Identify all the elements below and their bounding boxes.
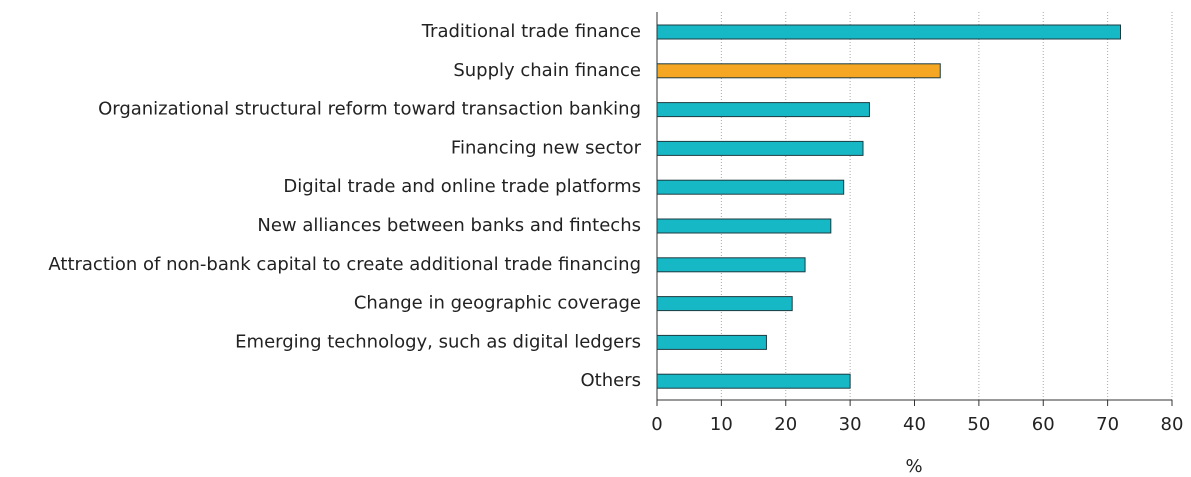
y-tick-label: Financing new sector [451,137,642,158]
y-tick-label: Organizational structural reform toward … [98,99,641,120]
y-tick-label: Digital trade and online trade platforms [283,176,641,197]
y-tick-label: New alliances between banks and fintechs [257,215,641,236]
x-axis-label: % [905,456,922,477]
bar [656,334,767,350]
bar [656,296,793,312]
bar [656,373,851,389]
x-tick-label: 70 [1096,414,1119,435]
x-tick-label: 20 [774,414,797,435]
y-tick-label: Others [581,370,642,391]
y-tick-label: Traditional trade finance [421,21,641,42]
y-tick-label: Supply chain finance [453,60,641,81]
bar [656,24,1121,40]
x-tick-label: 50 [967,414,990,435]
bar [656,102,870,118]
bar [656,218,832,234]
x-tick-label: 30 [839,414,862,435]
bar [656,140,864,156]
bar [656,257,806,273]
y-tick-label: Attraction of non-bank capital to create… [48,254,641,275]
x-tick-label: 80 [1161,414,1184,435]
bar [656,179,845,195]
x-tick-label: 10 [710,414,733,435]
bar [656,63,941,79]
y-tick-label: Change in geographic coverage [354,293,641,314]
y-tick-label: Emerging technology, such as digital led… [235,331,641,352]
x-tick-label: 40 [903,414,926,435]
x-tick-label: 0 [651,414,662,435]
x-tick-label: 60 [1032,414,1055,435]
